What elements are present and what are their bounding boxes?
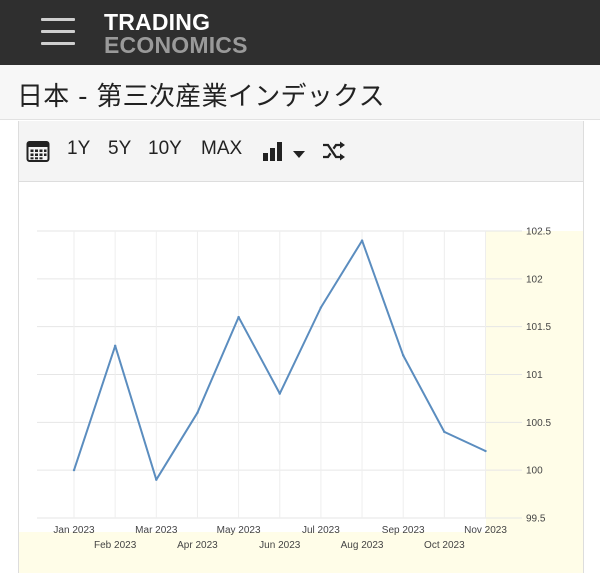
x-tick-label: Oct 2023 [424,540,465,551]
y-tick-label: 101.5 [526,322,551,333]
data-point [402,354,405,357]
x-tick-label: May 2023 [217,525,261,536]
y-tick-label: 99.5 [526,514,546,525]
x-tick-label: Jul 2023 [302,525,340,536]
forecast-band [486,231,583,573]
data-point [113,344,117,347]
top-navigation-bar: TRADING ECONOMICS [0,0,600,65]
calendar-icon[interactable] [26,139,50,163]
title-bar: 日本 - 第三次産業インデックス [0,65,600,120]
x-tick-label: Jun 2023 [259,540,301,551]
y-tick-label: 100 [526,466,543,477]
data-point [360,239,364,242]
shuffle-icon[interactable] [322,140,346,162]
range-1y-button[interactable]: 1Y [67,138,91,159]
trading-economics-logo[interactable]: TRADING ECONOMICS [104,11,248,57]
data-point [319,306,323,309]
page-title: 日本 - 第三次産業インデックス [17,82,385,112]
range-5y-button[interactable]: 5Y [108,138,132,159]
y-tick-label: 102.5 [526,227,551,238]
data-point [72,468,76,472]
x-tick-label: Aug 2023 [341,540,384,551]
caret-down-icon[interactable] [292,146,306,158]
data-point [484,449,487,453]
chart-toolbar: 1Y 5Y 10Y MAX [19,121,583,182]
axis-band [19,532,583,573]
data-point [155,478,158,481]
bar-chart-icon[interactable] [262,140,284,162]
menu-icon[interactable] [41,17,75,47]
line-chart: 99.5 100 100.5 101 101.5 102 102.5 Jan 2023 Feb… [19,227,583,573]
data-point [278,392,281,395]
y-tick-label: 100.5 [526,418,551,429]
data-point [443,430,446,434]
range-max-button[interactable]: MAX [201,138,243,159]
x-tick-label: Sep 2023 [382,525,425,536]
data-point [196,411,199,414]
x-tick-label: Jan 2023 [53,525,95,536]
y-tick-label: 101 [526,370,543,381]
x-tick-label: Apr 2023 [177,540,218,551]
data-point [237,315,240,319]
y-tick-label: 102 [526,274,543,285]
range-10y-button[interactable]: 10Y [148,138,182,159]
x-tick-label: Nov 2023 [464,525,507,536]
logo-line-2: ECONOMICS [104,32,248,58]
logo-line-1: TRADING [104,9,211,35]
x-tick-label: Mar 2023 [135,525,178,536]
chart-panel: 1Y 5Y 10Y MAX [18,121,584,573]
x-tick-label: Feb 2023 [94,540,137,551]
